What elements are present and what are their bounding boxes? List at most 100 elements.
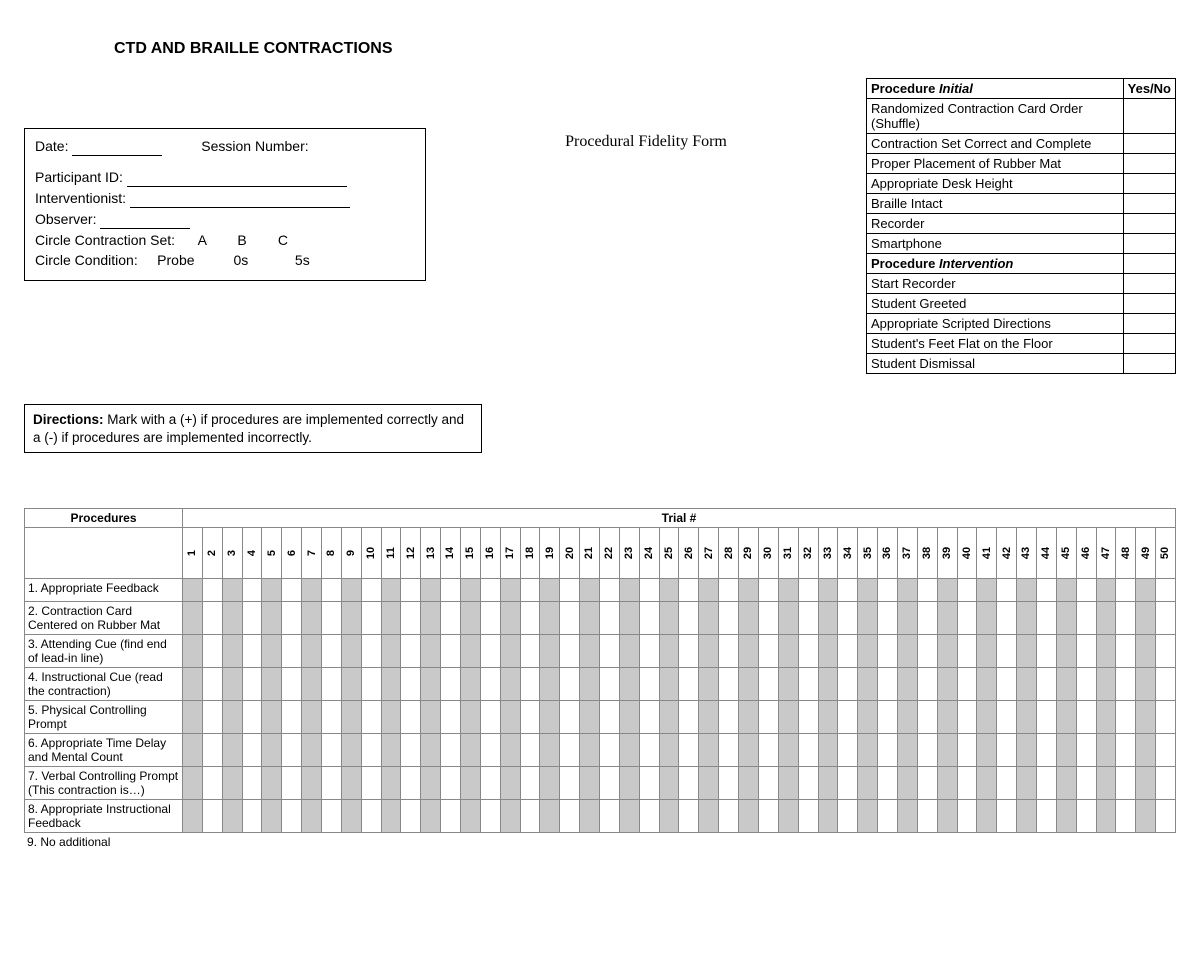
trial-number: 22 xyxy=(600,528,620,579)
trial-number: 38 xyxy=(917,528,937,579)
trial-cell xyxy=(222,579,242,602)
trial-cell xyxy=(441,701,461,734)
checklist-yn-cell xyxy=(1123,134,1175,154)
trial-cell xyxy=(500,635,520,668)
trial-cell xyxy=(580,701,600,734)
trial-cell xyxy=(322,635,342,668)
checklist-item: Appropriate Desk Height xyxy=(867,174,1124,194)
trial-cell xyxy=(202,635,222,668)
trial-cell xyxy=(381,800,401,833)
trial-number: 34 xyxy=(838,528,858,579)
trial-cell xyxy=(361,602,381,635)
trial-cell xyxy=(719,635,739,668)
trial-number: 5 xyxy=(262,528,282,579)
trial-number: 35 xyxy=(858,528,878,579)
trial-cell xyxy=(679,602,699,635)
condition-5s: 5s xyxy=(295,252,310,268)
trial-cell xyxy=(937,800,957,833)
trial-cell xyxy=(222,602,242,635)
trial-cell xyxy=(600,579,620,602)
checklist-item: Start Recorder xyxy=(867,274,1124,294)
trial-cell xyxy=(520,635,540,668)
trial-cell xyxy=(719,668,739,701)
trial-cell xyxy=(461,800,481,833)
trial-cell xyxy=(798,635,818,668)
trial-cell xyxy=(778,579,798,602)
trial-cell xyxy=(619,668,639,701)
date-blank xyxy=(72,141,162,156)
trial-cell xyxy=(282,668,302,701)
trial-number: 47 xyxy=(1096,528,1116,579)
trial-cell xyxy=(758,602,778,635)
trial-cell xyxy=(262,767,282,800)
trial-cell xyxy=(858,701,878,734)
trial-cell xyxy=(917,602,937,635)
trial-cell xyxy=(798,602,818,635)
trial-cell xyxy=(540,668,560,701)
trial-cell xyxy=(480,635,500,668)
trial-cell xyxy=(1036,668,1056,701)
trial-cell xyxy=(917,668,937,701)
trial-cell xyxy=(441,734,461,767)
trial-cell xyxy=(421,635,441,668)
trial-cell xyxy=(838,579,858,602)
trial-cell xyxy=(739,800,759,833)
trial-cell xyxy=(341,701,361,734)
trial-cell xyxy=(480,701,500,734)
trial-cell xyxy=(222,701,242,734)
trial-cell xyxy=(739,579,759,602)
trial-cell xyxy=(679,734,699,767)
trial-number: 37 xyxy=(897,528,917,579)
trial-cell xyxy=(441,767,461,800)
trial-cell xyxy=(659,635,679,668)
procedure-label: 1. Appropriate Feedback xyxy=(25,579,183,602)
trial-cell xyxy=(282,602,302,635)
trial-cell xyxy=(1017,800,1037,833)
trial-cell xyxy=(838,767,858,800)
trial-cell xyxy=(600,635,620,668)
trial-cell xyxy=(600,602,620,635)
trial-cell xyxy=(520,602,540,635)
trial-cell xyxy=(977,767,997,800)
trial-cell xyxy=(262,635,282,668)
checklist-yn-cell xyxy=(1123,194,1175,214)
trial-cell xyxy=(758,734,778,767)
trial-cell xyxy=(282,701,302,734)
trial-cell xyxy=(878,579,898,602)
trial-cell xyxy=(222,734,242,767)
trial-cell xyxy=(183,734,203,767)
subtitle: Procedural Fidelity Form xyxy=(446,78,846,151)
trial-cell xyxy=(619,734,639,767)
trial-cell xyxy=(1056,800,1076,833)
trial-cell xyxy=(183,800,203,833)
trial-cell xyxy=(659,701,679,734)
trial-cell xyxy=(341,734,361,767)
participant-blank xyxy=(127,172,347,187)
trial-cell xyxy=(242,734,262,767)
trial-cell xyxy=(401,579,421,602)
trial-cell xyxy=(500,579,520,602)
trial-number: 40 xyxy=(957,528,977,579)
trial-cell xyxy=(480,668,500,701)
trial-cell xyxy=(858,635,878,668)
trial-cell xyxy=(242,767,262,800)
trial-cell xyxy=(222,800,242,833)
trial-cell xyxy=(222,668,242,701)
trial-cell xyxy=(580,579,600,602)
trial-number: 9 xyxy=(341,528,361,579)
trial-cell xyxy=(897,767,917,800)
trial-cell xyxy=(778,800,798,833)
trial-cell xyxy=(818,734,838,767)
trial-cell xyxy=(997,734,1017,767)
trial-cell xyxy=(441,668,461,701)
trial-cell xyxy=(361,579,381,602)
trial-cell xyxy=(242,701,262,734)
info-box: Date: Session Number: Participant ID: In… xyxy=(24,128,426,281)
trial-cell xyxy=(302,800,322,833)
trial-cell xyxy=(302,579,322,602)
trial-cell xyxy=(560,602,580,635)
trial-cell xyxy=(897,579,917,602)
trial-cell xyxy=(401,602,421,635)
trial-cell xyxy=(977,668,997,701)
trial-cell xyxy=(997,668,1017,701)
